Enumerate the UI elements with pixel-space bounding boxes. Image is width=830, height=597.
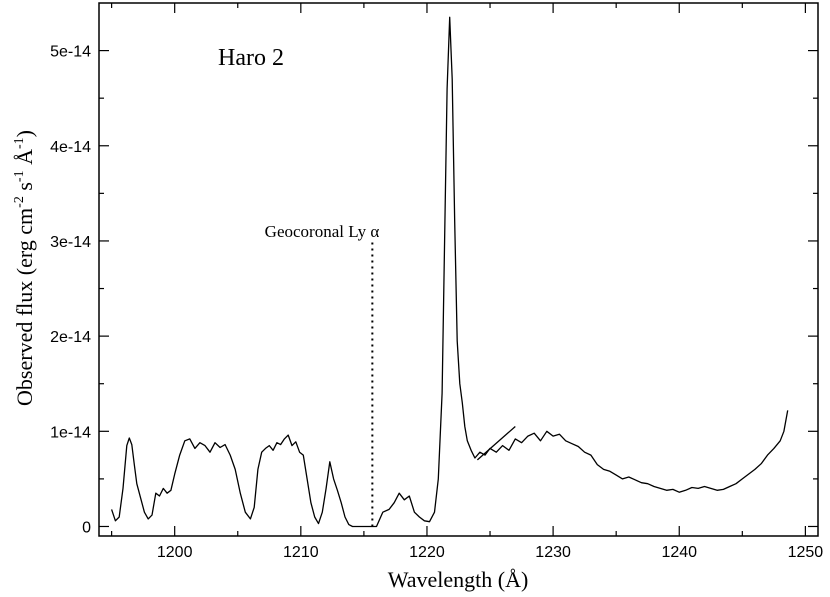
y-axis-title-exp2: -1 xyxy=(12,170,27,182)
x-tick-label: 1250 xyxy=(788,544,824,561)
y-axis-title: Observed flux (erg cm-2 s-1 Å-1) xyxy=(12,130,37,406)
x-tick-label: 1240 xyxy=(661,544,697,561)
y-axis: 0 1e-14 2e-14 3e-14 4e-14 5e-14 xyxy=(50,44,818,536)
y-tick-label: 5e-14 xyxy=(50,44,91,61)
y-tick-label: 1e-14 xyxy=(50,424,91,441)
y-axis-title-suffix: ) xyxy=(12,130,37,137)
x-tick-label: 1210 xyxy=(283,544,319,561)
spectrum-line xyxy=(476,426,516,461)
y-tick-label: 2e-14 xyxy=(50,329,91,346)
y-axis-title-exp3: -1 xyxy=(12,137,27,149)
spectrum-line xyxy=(110,16,789,528)
x-axis-title: Wavelength (Å) xyxy=(388,567,529,592)
x-tick-label: 1230 xyxy=(535,544,571,561)
spectrum-series xyxy=(110,16,789,528)
y-axis-title-mid2: Å xyxy=(12,149,37,171)
plot-frame xyxy=(98,2,819,537)
x-tick-label: 1220 xyxy=(409,544,445,561)
y-tick-label: 3e-14 xyxy=(50,234,91,251)
y-tick-label: 4e-14 xyxy=(50,139,91,156)
plot-title: Haro 2 xyxy=(218,45,284,71)
y-axis-title-exp1: -2 xyxy=(12,196,27,208)
y-tick-label: 0 xyxy=(82,519,91,536)
y-axis-title-prefix: Observed flux (erg cm xyxy=(12,208,37,406)
x-tick-label: 1200 xyxy=(157,544,193,561)
y-axis-title-mid1: s xyxy=(12,182,37,196)
geocoronal-lya-label: Geocoronal Ly α xyxy=(265,222,380,241)
x-axis: 1200 1210 1220 1230 1240 1250 xyxy=(111,3,824,561)
